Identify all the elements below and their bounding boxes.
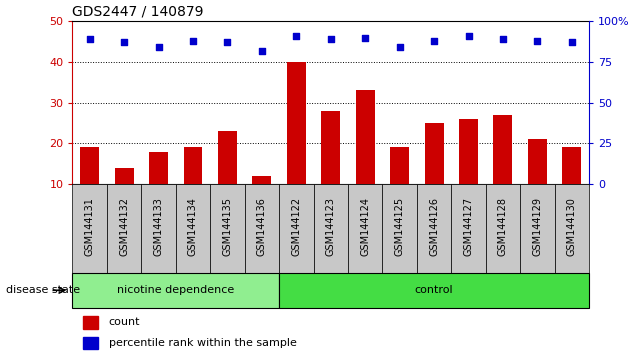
Bar [115,168,134,184]
Bar [348,184,382,273]
Bar [486,184,520,273]
Bar [183,147,202,184]
Bar [314,184,348,273]
Point [429,38,439,44]
Bar [83,316,98,329]
Bar [520,184,554,273]
Text: percentile rank within the sample: percentile rank within the sample [108,338,297,348]
Point [291,33,301,39]
Point [257,48,267,53]
Bar [528,139,547,184]
Bar [176,184,210,273]
Point [567,40,577,45]
Bar [356,91,375,184]
Text: disease state: disease state [6,285,81,295]
Bar [279,184,314,273]
Text: count: count [108,317,140,327]
Point [464,33,474,39]
Bar [382,184,417,273]
Point [394,45,404,50]
Bar [425,123,444,184]
Bar [554,184,589,273]
Text: GSM144134: GSM144134 [188,198,198,256]
Bar [390,147,409,184]
Text: GSM144129: GSM144129 [532,198,542,256]
Bar [321,111,340,184]
Text: GSM144127: GSM144127 [464,198,474,257]
Text: GSM144131: GSM144131 [84,198,94,256]
Bar [72,184,107,273]
Point [498,36,508,42]
Bar [83,337,98,349]
Point [326,36,336,42]
Text: GSM144122: GSM144122 [291,198,301,257]
Bar [149,152,168,184]
Bar [493,115,512,184]
Text: control: control [415,285,454,295]
Text: GSM144126: GSM144126 [429,198,439,256]
Text: GSM144124: GSM144124 [360,198,370,256]
Bar [107,184,141,273]
Text: GSM144128: GSM144128 [498,198,508,256]
Point [360,35,370,40]
Bar [72,273,279,308]
Bar [563,147,581,184]
Bar [417,184,451,273]
Point [532,38,542,44]
Point [222,40,232,45]
Point [84,36,94,42]
Text: GSM144135: GSM144135 [222,198,232,256]
Bar [244,184,279,273]
Bar [287,62,306,184]
Text: GDS2447 / 140879: GDS2447 / 140879 [72,5,204,19]
Bar [253,176,272,184]
Bar [279,273,589,308]
Bar [451,184,486,273]
Bar [218,131,237,184]
Bar [210,184,244,273]
Bar [141,184,176,273]
Point [119,40,129,45]
Bar [80,147,99,184]
Text: GSM144136: GSM144136 [257,198,267,256]
Point [154,45,164,50]
Text: GSM144132: GSM144132 [119,198,129,256]
Point [188,38,198,44]
Text: GSM144125: GSM144125 [394,198,404,257]
Text: GSM144133: GSM144133 [154,198,164,256]
Bar [459,119,478,184]
Text: nicotine dependence: nicotine dependence [117,285,234,295]
Text: GSM144123: GSM144123 [326,198,336,256]
Text: GSM144130: GSM144130 [567,198,577,256]
